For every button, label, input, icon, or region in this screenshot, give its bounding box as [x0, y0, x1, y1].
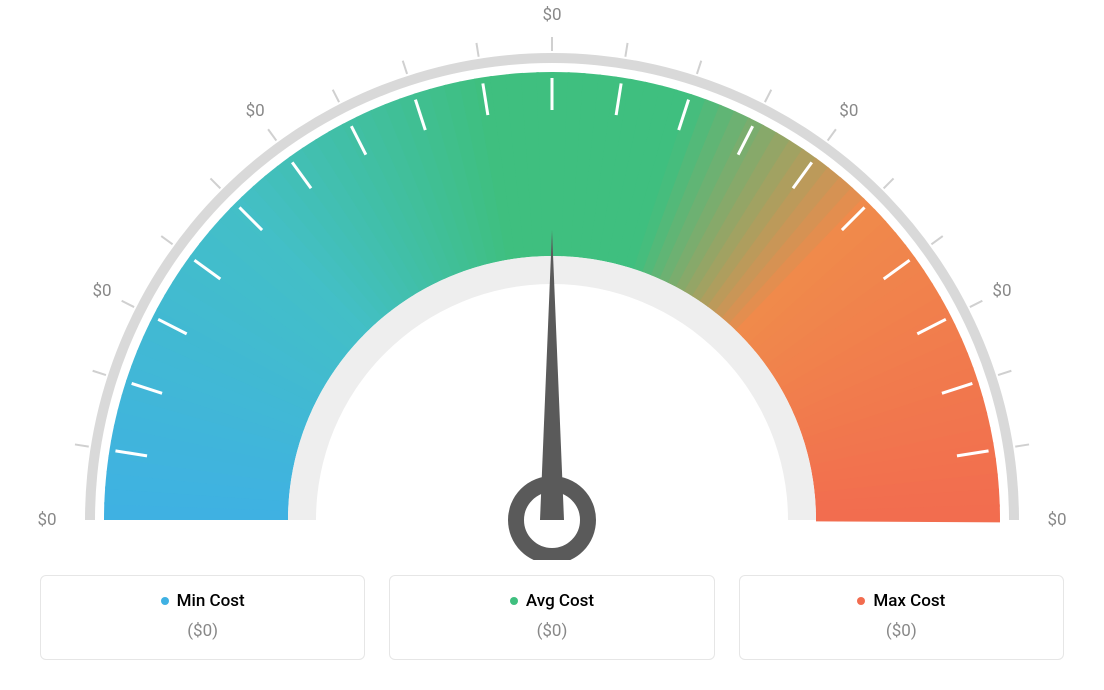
- gauge-area: $0 $0 $0 $0 $0 $0 $0: [0, 0, 1104, 560]
- legend-dot-min: [161, 597, 169, 605]
- gauge-scale-label: $0: [839, 101, 858, 121]
- gauge-scale-label: $0: [92, 281, 111, 301]
- gauge-cost-chart: $0 $0 $0 $0 $0 $0 $0 Min Cost ($0) Avg Cost ($…: [0, 0, 1104, 690]
- legend-title-min: Min Cost: [161, 591, 245, 611]
- legend-title-avg-text: Avg Cost: [526, 591, 594, 611]
- gauge-svg: [0, 0, 1104, 560]
- legend-dot-max: [857, 597, 865, 605]
- legend-title-min-text: Min Cost: [177, 591, 245, 611]
- legend-card-avg: Avg Cost ($0): [389, 575, 714, 660]
- legend-title-max: Max Cost: [857, 591, 945, 611]
- gauge-scale-label: $0: [992, 281, 1011, 301]
- gauge-scale-label: $0: [542, 5, 561, 25]
- gauge-scale-label: $0: [37, 510, 56, 530]
- legend-title-avg: Avg Cost: [510, 591, 594, 611]
- legend-row: Min Cost ($0) Avg Cost ($0) Max Cost ($0…: [40, 575, 1064, 660]
- gauge-scale-label: $0: [246, 101, 265, 121]
- legend-title-max-text: Max Cost: [873, 591, 945, 611]
- legend-card-min: Min Cost ($0): [40, 575, 365, 660]
- legend-card-max: Max Cost ($0): [739, 575, 1064, 660]
- gauge-scale-label: $0: [1047, 510, 1066, 530]
- legend-dot-avg: [510, 597, 518, 605]
- legend-value-max: ($0): [750, 621, 1053, 641]
- legend-value-min: ($0): [51, 621, 354, 641]
- legend-value-avg: ($0): [400, 621, 703, 641]
